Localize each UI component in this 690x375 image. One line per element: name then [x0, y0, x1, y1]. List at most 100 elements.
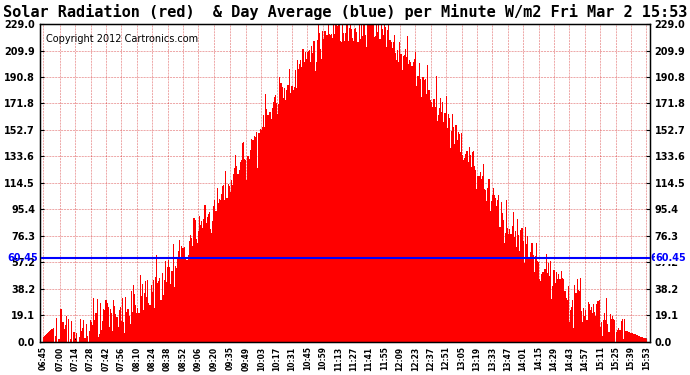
Bar — [287, 86, 288, 342]
Bar — [177, 259, 178, 342]
Bar — [339, 24, 340, 342]
Bar — [642, 338, 644, 342]
Bar — [286, 90, 287, 342]
Bar — [548, 263, 549, 342]
Bar — [331, 34, 332, 342]
Bar — [130, 291, 132, 342]
Bar — [387, 30, 388, 342]
Bar — [581, 310, 582, 342]
Bar — [353, 41, 354, 342]
Bar — [418, 76, 419, 342]
Bar — [391, 42, 392, 342]
Bar — [232, 185, 233, 342]
Bar — [553, 270, 555, 342]
Bar — [108, 307, 109, 342]
Bar — [471, 167, 472, 342]
Bar — [609, 314, 611, 342]
Bar — [368, 24, 370, 342]
Bar — [518, 235, 520, 342]
Bar — [625, 330, 626, 342]
Bar — [231, 180, 232, 342]
Bar — [291, 86, 293, 342]
Bar — [317, 40, 318, 342]
Bar — [596, 304, 598, 342]
Bar — [300, 60, 302, 342]
Bar — [494, 195, 495, 342]
Bar — [454, 144, 455, 342]
Bar — [551, 299, 552, 342]
Bar — [43, 336, 45, 342]
Bar — [169, 267, 170, 342]
Bar — [330, 35, 331, 342]
Bar — [646, 339, 647, 342]
Bar — [420, 78, 422, 342]
Bar — [453, 127, 454, 342]
Bar — [575, 294, 577, 342]
Bar — [496, 206, 497, 342]
Bar — [470, 155, 471, 342]
Bar — [550, 261, 551, 342]
Bar — [187, 260, 188, 342]
Bar — [245, 160, 246, 342]
Bar — [195, 220, 196, 342]
Bar — [584, 316, 585, 342]
Bar — [503, 220, 504, 342]
Bar — [99, 334, 100, 342]
Bar — [586, 320, 588, 342]
Bar — [242, 143, 243, 342]
Bar — [505, 232, 506, 342]
Bar — [45, 335, 46, 342]
Bar — [290, 93, 291, 342]
Bar — [75, 340, 76, 342]
Bar — [507, 228, 509, 342]
Bar — [479, 176, 480, 342]
Bar — [607, 324, 609, 342]
Bar — [182, 248, 184, 342]
Bar — [440, 98, 441, 342]
Bar — [83, 321, 84, 342]
Bar — [282, 87, 283, 342]
Bar — [104, 310, 106, 342]
Bar — [146, 297, 147, 342]
Bar — [373, 24, 374, 342]
Bar — [270, 119, 272, 342]
Bar — [629, 332, 631, 342]
Bar — [525, 226, 526, 342]
Bar — [90, 320, 91, 342]
Bar — [450, 148, 451, 342]
Bar — [433, 99, 435, 342]
Bar — [163, 295, 164, 342]
Bar — [517, 219, 518, 342]
Title: Solar Radiation (red)  & Day Average (blue) per Minute W/m2 Fri Mar 2 15:53: Solar Radiation (red) & Day Average (blu… — [3, 4, 687, 20]
Bar — [618, 328, 620, 342]
Bar — [305, 51, 306, 342]
Bar — [254, 136, 255, 342]
Bar — [285, 100, 286, 342]
Bar — [122, 298, 123, 342]
Bar — [620, 321, 622, 342]
Bar — [594, 312, 595, 342]
Bar — [164, 280, 165, 342]
Bar — [533, 272, 535, 342]
Bar — [407, 36, 408, 342]
Bar — [191, 238, 193, 342]
Bar — [82, 328, 83, 342]
Bar — [233, 174, 234, 342]
Bar — [476, 189, 477, 342]
Text: 60.45: 60.45 — [7, 253, 38, 263]
Bar — [230, 192, 231, 342]
Bar — [511, 226, 513, 342]
Bar — [84, 338, 86, 342]
Bar — [477, 176, 479, 342]
Bar — [341, 42, 342, 342]
Bar — [257, 168, 259, 342]
Bar — [210, 229, 211, 342]
Bar — [198, 231, 199, 342]
Bar — [348, 28, 350, 342]
Bar — [354, 29, 355, 342]
Bar — [481, 179, 482, 342]
Bar — [509, 229, 511, 342]
Bar — [156, 255, 157, 342]
Bar — [589, 304, 590, 342]
Bar — [627, 332, 629, 342]
